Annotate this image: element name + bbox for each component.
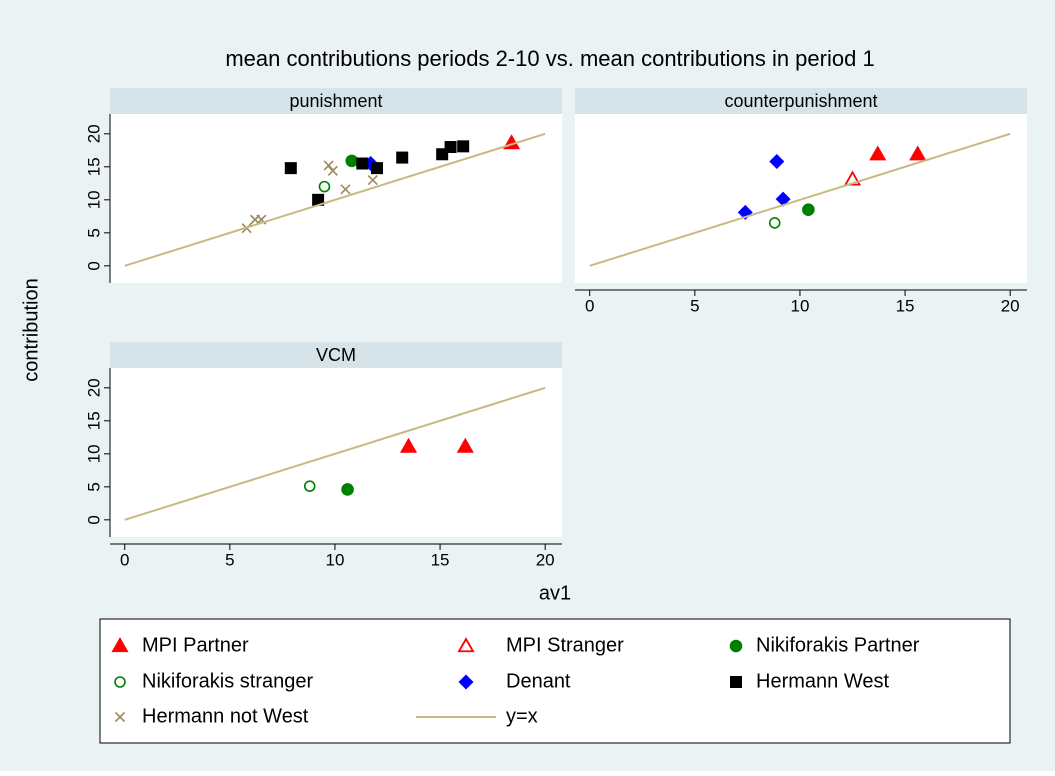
y-tick-label: 5 bbox=[84, 482, 103, 491]
panel-strip bbox=[110, 88, 562, 114]
marker-square bbox=[444, 141, 457, 154]
legend-label: y=x bbox=[506, 705, 538, 727]
x-tick-label: 0 bbox=[120, 550, 129, 569]
legend-marker bbox=[730, 676, 742, 688]
y-tick-label: 10 bbox=[84, 190, 103, 209]
panel-title: punishment bbox=[289, 91, 382, 111]
x-tick-label: 5 bbox=[690, 296, 699, 315]
marker-x bbox=[367, 174, 378, 186]
x-tick-label: 10 bbox=[325, 550, 344, 569]
y-tick-label: 5 bbox=[84, 228, 103, 237]
reference-line bbox=[124, 386, 546, 521]
panel-title: VCM bbox=[316, 345, 356, 365]
legend-label: Denant bbox=[506, 670, 571, 692]
y-tick-label: 20 bbox=[84, 378, 103, 397]
legend-label: Hermann West bbox=[756, 670, 889, 692]
marker-diamond bbox=[769, 154, 785, 170]
x-tick-label: 15 bbox=[431, 550, 450, 569]
marker-triangle bbox=[843, 170, 862, 186]
marker-x bbox=[340, 184, 351, 195]
panel-title: counterpunishment bbox=[724, 91, 877, 111]
chart-title: mean contributions periods 2-10 vs. mean… bbox=[225, 46, 874, 71]
reference-line bbox=[124, 132, 546, 267]
marker-square bbox=[370, 162, 383, 175]
marker-square bbox=[312, 193, 325, 206]
marker-circle bbox=[768, 217, 781, 229]
panel-strip bbox=[575, 88, 1027, 114]
x-tick-label: 0 bbox=[585, 296, 594, 315]
legend-marker bbox=[114, 711, 126, 723]
y-tick-label: 20 bbox=[84, 124, 103, 143]
marker-triangle bbox=[456, 437, 474, 453]
y-tick-label: 10 bbox=[84, 444, 103, 463]
y-tick-label: 0 bbox=[84, 261, 103, 270]
marker-circle bbox=[345, 154, 359, 168]
y-tick-label: 15 bbox=[84, 411, 103, 430]
x-tick-label: 10 bbox=[790, 296, 809, 315]
legend-marker bbox=[457, 637, 475, 653]
marker-circle bbox=[303, 480, 316, 492]
y-tick-label: 0 bbox=[84, 515, 103, 524]
legend-marker bbox=[458, 674, 474, 690]
marker-x bbox=[327, 165, 338, 176]
reference-line bbox=[589, 132, 1011, 267]
marker-triangle bbox=[399, 437, 418, 453]
legend-marker bbox=[114, 676, 126, 688]
x-tick-label: 20 bbox=[536, 550, 555, 569]
marker-triangle bbox=[909, 145, 927, 161]
marker-square bbox=[396, 151, 409, 164]
legend-marker bbox=[111, 637, 129, 653]
legend-label: Nikiforakis Partner bbox=[756, 634, 920, 656]
panel-strip bbox=[110, 342, 562, 368]
legend-label: MPI Stranger bbox=[506, 634, 624, 656]
marker-circle bbox=[341, 483, 354, 496]
legend-label: Nikiforakis stranger bbox=[142, 670, 314, 692]
x-tick-label: 5 bbox=[225, 550, 234, 569]
y-tick-label: 15 bbox=[84, 157, 103, 176]
legend-marker bbox=[729, 639, 743, 653]
legend-box bbox=[99, 618, 1011, 744]
legend-label: MPI Partner bbox=[142, 634, 249, 656]
x-axis-label: av1 bbox=[539, 582, 571, 604]
x-tick-label: 20 bbox=[1001, 296, 1020, 315]
marker-circle bbox=[318, 180, 331, 193]
marker-square bbox=[284, 162, 297, 175]
marker-triangle bbox=[869, 145, 887, 161]
y-axis-label: contribution bbox=[20, 278, 42, 381]
legend-label: Hermann not West bbox=[142, 705, 309, 727]
x-tick-label: 15 bbox=[896, 296, 915, 315]
marker-circle bbox=[802, 203, 815, 217]
marker-square bbox=[457, 140, 470, 153]
marker-square bbox=[356, 157, 369, 170]
